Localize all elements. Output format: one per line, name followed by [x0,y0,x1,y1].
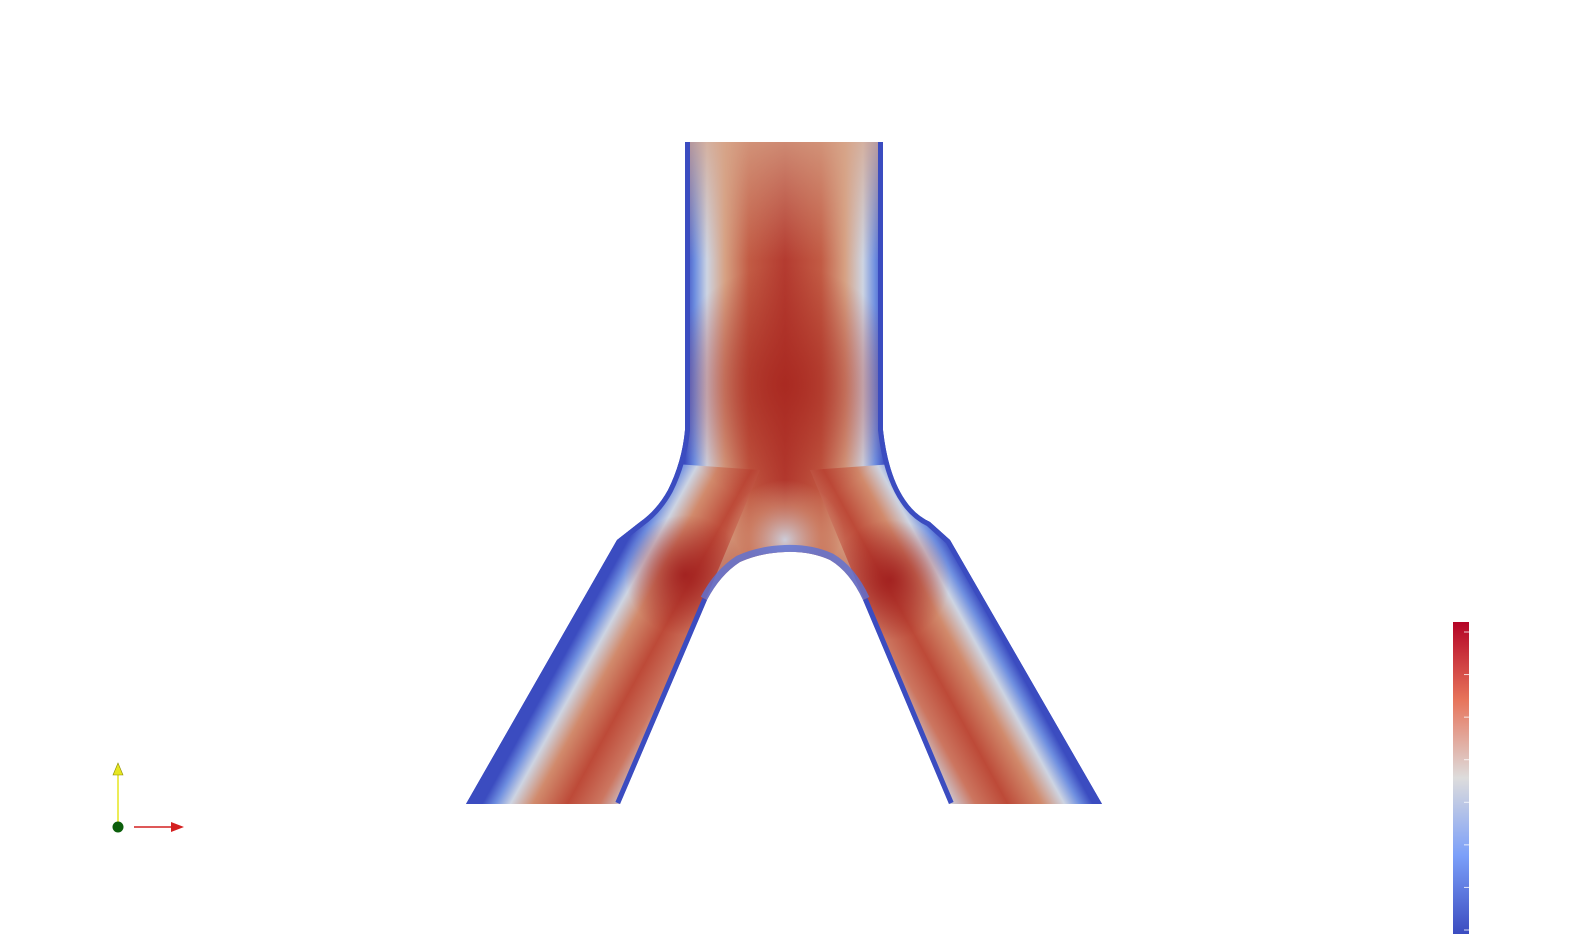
color-legend[interactable] [1453,622,1469,934]
orientation-axes [112,762,184,833]
color-legend-bar [1453,622,1469,934]
axes-origin-icon [112,821,124,833]
y-axis-arrow-icon [112,762,124,776]
bifurcation-mesh[interactable] [440,130,1140,820]
x-axis-arrow-icon [171,822,184,832]
color-legend-ticks [1464,631,1469,931]
